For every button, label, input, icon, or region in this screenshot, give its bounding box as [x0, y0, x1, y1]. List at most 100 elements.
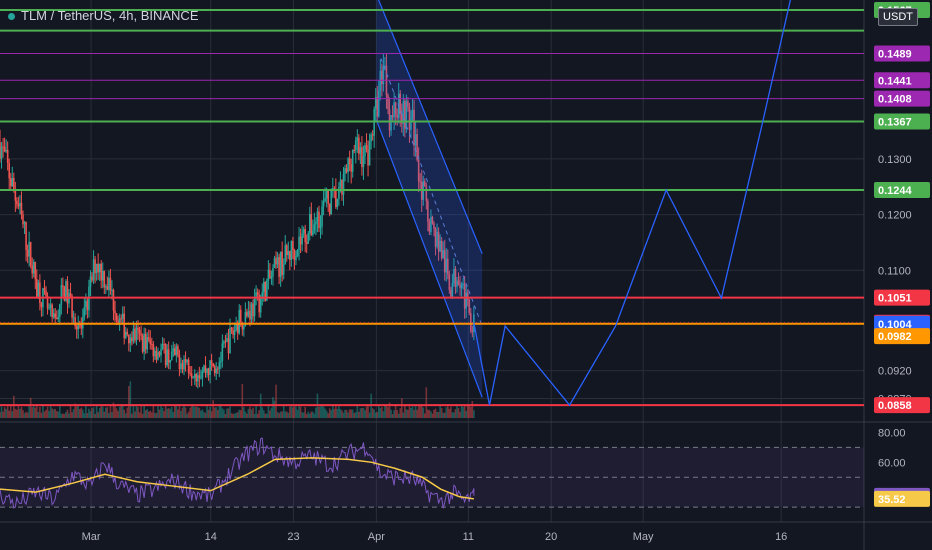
volume-bar [454, 409, 457, 418]
volume-bar [374, 412, 377, 418]
volume-bar [221, 408, 224, 418]
candle-body [206, 368, 208, 373]
level-price-label: 0.0858 [878, 400, 912, 412]
volume-bar [446, 405, 449, 418]
candle-body [25, 222, 27, 250]
current-price-label: 0.1004 [878, 319, 913, 331]
volume-bar [253, 413, 256, 418]
candle-body [59, 304, 61, 317]
candle-body [451, 283, 454, 297]
volume-bar [207, 409, 210, 418]
volume-bar [25, 411, 27, 418]
candle-body [103, 270, 106, 288]
volume-bar [397, 413, 400, 418]
candle-body [450, 289, 452, 297]
candle-body [276, 257, 279, 265]
candle-body [374, 97, 377, 109]
candle-body [160, 349, 162, 356]
volume-bar [94, 413, 96, 418]
volume-bar [414, 405, 417, 418]
candle-body [123, 313, 126, 339]
candle-body [170, 351, 173, 361]
volume-bar [143, 405, 145, 418]
candle-body [135, 327, 138, 341]
volume-bar [411, 406, 414, 418]
candle-body [137, 327, 139, 331]
volume-bar [252, 407, 254, 418]
candle-body [54, 313, 57, 319]
candle-body [132, 328, 135, 342]
candle-body [270, 276, 273, 279]
candle-body [399, 93, 402, 114]
volume-bar [408, 404, 411, 418]
candle-body [442, 250, 444, 259]
volume-bar [60, 413, 63, 418]
candle-body [75, 326, 78, 330]
volume-bar [451, 412, 454, 418]
currency-badge[interactable]: USDT [878, 8, 918, 26]
candle-body [16, 200, 18, 205]
candle-body [253, 297, 256, 317]
rsi-ma-line [0, 457, 474, 500]
volume-bar [223, 409, 225, 418]
horizontal-levels [0, 9, 864, 407]
candle-body [304, 229, 306, 243]
candle-body [321, 206, 323, 227]
candle-body [342, 173, 345, 195]
projection-path [473, 0, 792, 407]
volume-bar [59, 405, 61, 418]
candle-body [407, 101, 409, 107]
volume-bar [200, 410, 202, 418]
candle-body [344, 168, 346, 174]
volume-bar [8, 410, 11, 418]
candle-body [284, 245, 287, 265]
candle-body [278, 257, 280, 277]
candle-body [246, 312, 248, 317]
volume-bar [351, 409, 354, 418]
volume-bar [123, 409, 126, 418]
candle-body [413, 109, 415, 146]
volume-bar [382, 411, 385, 418]
candle-body [216, 368, 219, 370]
candle-body [11, 177, 14, 187]
volume-bar [250, 409, 253, 418]
volume-bar [319, 406, 322, 418]
level-price-label: 0.1244 [878, 185, 913, 197]
volume-bar [235, 412, 237, 418]
candle-body [60, 285, 63, 305]
level-price-label: 0.1051 [878, 293, 912, 305]
volume-bar [279, 411, 282, 418]
candle-body [287, 251, 290, 256]
candle-body [250, 303, 253, 320]
volume-bar [144, 410, 147, 418]
candle-body [247, 311, 250, 317]
candle-body [31, 265, 34, 274]
candle-body [94, 259, 96, 274]
volume-bar [146, 409, 149, 418]
candle-body [443, 250, 446, 273]
volume-bar [181, 407, 184, 418]
candle-body [459, 284, 461, 289]
time-tick-label: May [633, 531, 654, 543]
volume-bar [54, 408, 57, 418]
candle-body [0, 142, 1, 159]
candle-body [143, 333, 145, 352]
candle-body [299, 236, 302, 245]
candle-body [5, 149, 7, 152]
candle-body [98, 263, 101, 273]
candle-body [9, 178, 12, 187]
candle-body [354, 140, 357, 151]
candle-body [368, 141, 371, 166]
candle-body [131, 337, 133, 342]
candle-body [195, 374, 198, 382]
candle-body [433, 223, 435, 229]
candle-body [198, 375, 201, 379]
candle-body [221, 343, 224, 361]
time-tick-label: 14 [205, 531, 217, 543]
candle-body [151, 343, 153, 345]
volume-bar [187, 411, 190, 418]
volume-bar [402, 412, 405, 418]
volume-bar [433, 409, 435, 418]
volume-bar [459, 411, 461, 418]
